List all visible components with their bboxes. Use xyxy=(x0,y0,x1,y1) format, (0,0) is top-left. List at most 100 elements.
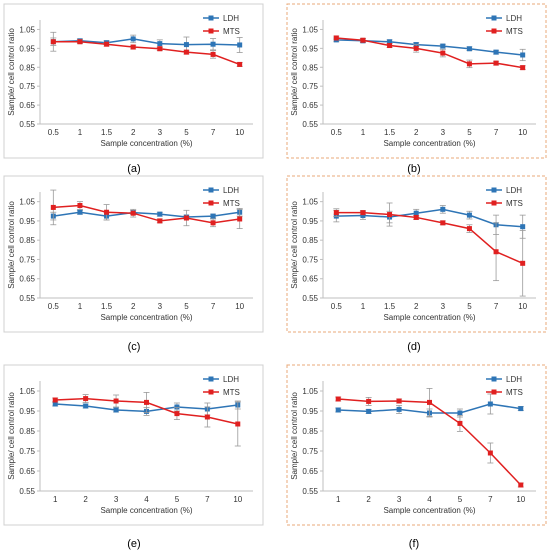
y-axis-label: Sample/ cell control ratio xyxy=(7,28,16,116)
data-point xyxy=(493,49,499,55)
series-line xyxy=(336,37,523,69)
x-tick-label: 10 xyxy=(233,495,242,504)
legend-entry: MTS xyxy=(486,27,523,36)
legend-marker xyxy=(208,200,214,206)
y-tick-label: 0.55 xyxy=(302,120,318,129)
legend-marker xyxy=(491,187,497,193)
x-tick-label: 10 xyxy=(518,128,527,137)
legend-label: MTS xyxy=(223,199,240,208)
data-point xyxy=(487,450,493,456)
data-point xyxy=(493,60,499,66)
x-tick-label: 2 xyxy=(131,128,136,137)
y-tick-label: 0.95 xyxy=(302,217,318,226)
x-tick-label: 2 xyxy=(414,302,419,311)
data-point xyxy=(204,414,210,420)
data-point xyxy=(157,218,163,224)
y-tick-label: 0.95 xyxy=(302,407,318,416)
data-point xyxy=(210,41,216,47)
y-tick-label: 0.75 xyxy=(19,447,35,456)
x-tick-label: 10 xyxy=(235,302,244,311)
data-point xyxy=(518,482,524,488)
chart-panel-6: 0.55 0.65 0.75 0.85 0.95 1.05 1 2 3 4 5 7 10 Sample c… xyxy=(286,364,547,550)
data-point xyxy=(396,406,402,412)
data-point xyxy=(174,404,180,410)
legend-marker xyxy=(491,28,497,34)
x-tick-label: 1 xyxy=(53,495,58,504)
data-point xyxy=(52,401,58,407)
y-tick-label: 0.85 xyxy=(19,427,35,436)
data-point xyxy=(440,50,446,56)
legend-marker xyxy=(491,376,497,382)
y-tick-label: 0.85 xyxy=(302,427,318,436)
series-mts xyxy=(335,387,524,488)
data-point xyxy=(183,42,189,48)
x-tick-label: 7 xyxy=(211,302,216,311)
data-point xyxy=(366,408,372,414)
y-tick-label: 0.65 xyxy=(302,467,318,476)
x-tick-label: 7 xyxy=(494,302,499,311)
x-axis-label: Sample concentration (%) xyxy=(383,139,475,148)
chart-panel-5: 0.55 0.65 0.75 0.85 0.95 1.05 1 2 3 4 5 7 10 Sample c… xyxy=(3,364,264,550)
x-tick-label: 5 xyxy=(467,128,472,137)
series-line xyxy=(336,211,523,264)
series-line xyxy=(53,211,240,218)
panel-label: (c) xyxy=(128,341,141,353)
legend-entry: LDH xyxy=(486,14,522,23)
data-point xyxy=(210,220,216,226)
x-tick-label: 2 xyxy=(366,495,371,504)
y-axis-label: Sample/ cell control ratio xyxy=(7,392,16,480)
data-point xyxy=(360,37,366,43)
data-point xyxy=(113,398,119,404)
data-point xyxy=(466,226,472,232)
data-point xyxy=(396,398,402,404)
data-point xyxy=(157,211,163,217)
data-point xyxy=(183,49,189,55)
data-point xyxy=(237,42,243,48)
x-tick-label: 2 xyxy=(414,128,419,137)
series-mts xyxy=(333,202,526,297)
data-point xyxy=(144,399,149,405)
legend-label: LDH xyxy=(506,375,522,384)
x-tick-label: 1 xyxy=(78,302,83,311)
y-tick-label: 0.95 xyxy=(19,217,35,226)
data-point xyxy=(130,210,136,216)
panel-label: (b) xyxy=(407,163,420,175)
y-tick-label: 0.65 xyxy=(19,275,35,284)
x-tick-label: 1.5 xyxy=(101,128,113,137)
y-axis-label: Sample/ cell control ratio xyxy=(290,201,299,289)
legend-label: MTS xyxy=(223,27,240,36)
y-tick-label: 1.05 xyxy=(19,25,35,34)
x-tick-label: 3 xyxy=(114,495,119,504)
y-axis-label: Sample/ cell control ratio xyxy=(290,392,299,480)
data-point xyxy=(130,44,136,50)
data-point xyxy=(413,45,419,51)
x-tick-label: 5 xyxy=(467,302,472,311)
series-line xyxy=(53,204,240,224)
chart-panel-4: 0.55 0.65 0.75 0.85 0.95 1.05 0.5 1 1.5 2 3 5 7 10 Sam… xyxy=(286,175,547,353)
y-tick-label: 0.85 xyxy=(19,63,35,72)
data-point xyxy=(387,39,393,45)
x-tick-label: 1 xyxy=(361,302,366,311)
x-axis-label: Sample concentration (%) xyxy=(100,139,192,148)
data-point xyxy=(427,399,432,405)
x-tick-label: 7 xyxy=(205,495,210,504)
panel-frame xyxy=(3,3,264,159)
y-tick-label: 1.05 xyxy=(302,387,318,396)
x-tick-label: 5 xyxy=(184,128,189,137)
data-point xyxy=(493,249,499,255)
data-point xyxy=(130,36,136,42)
data-point xyxy=(457,410,463,416)
x-tick-label: 10 xyxy=(518,302,527,311)
x-tick-label: 7 xyxy=(488,495,493,504)
legend-marker xyxy=(208,15,214,21)
y-tick-label: 1.05 xyxy=(302,25,318,34)
legend-label: MTS xyxy=(506,199,523,208)
data-point xyxy=(77,39,83,45)
series-mts xyxy=(52,391,241,447)
data-point xyxy=(487,401,493,407)
data-point xyxy=(440,220,446,226)
legend-label: LDH xyxy=(223,375,239,384)
data-point xyxy=(50,39,56,45)
y-tick-label: 0.95 xyxy=(19,407,35,416)
y-tick-label: 0.85 xyxy=(19,236,35,245)
